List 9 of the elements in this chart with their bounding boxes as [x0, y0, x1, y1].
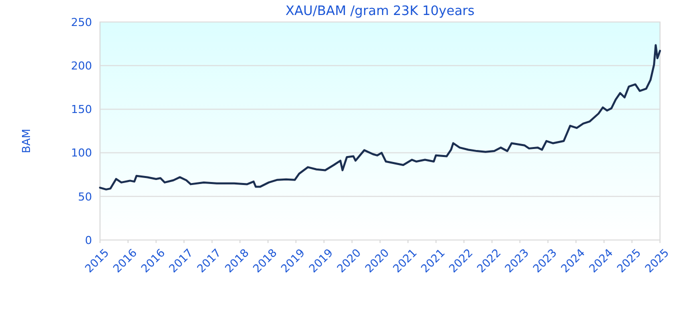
- y-axis-title: BAM: [20, 128, 33, 154]
- y-tick-label: 100: [71, 146, 92, 160]
- y-tick-label: 250: [71, 16, 92, 29]
- y-tick-label: 50: [78, 190, 92, 204]
- y-tick-label: 150: [71, 103, 92, 116]
- y-tick-label: 200: [71, 59, 92, 72]
- chart-title: XAU/BAM /gram 23K 10years: [285, 4, 475, 19]
- line-series: [99, 44, 661, 190]
- y-tick-label: 0: [85, 234, 92, 247]
